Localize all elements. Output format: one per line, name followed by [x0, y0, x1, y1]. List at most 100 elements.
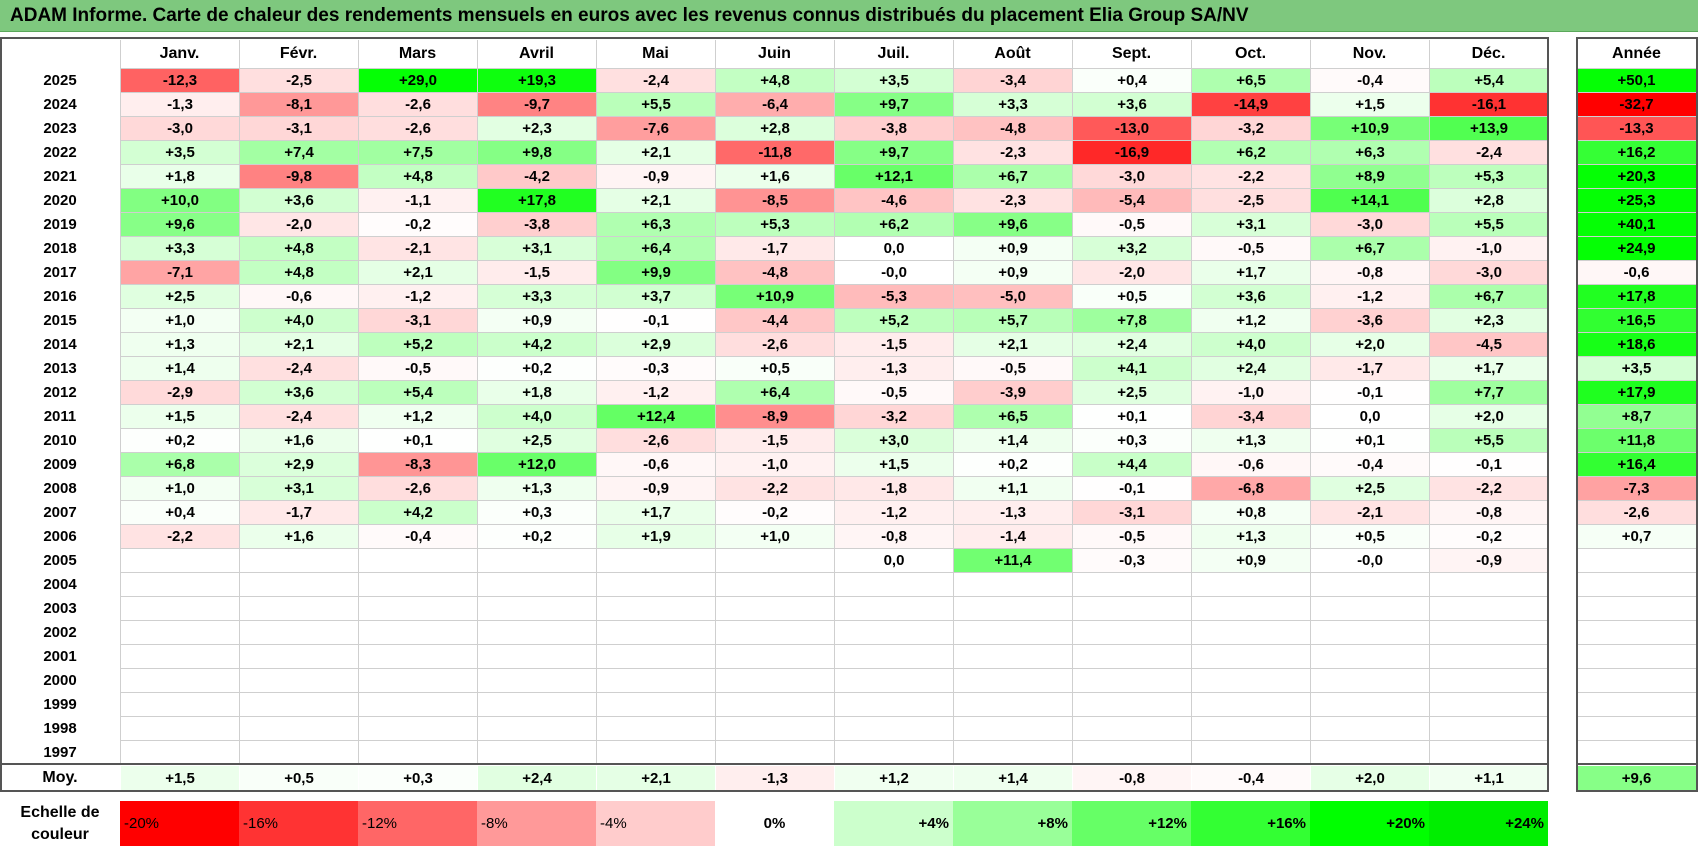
heatmap-cell: +0,9 — [478, 309, 596, 332]
heatmap-cell — [1430, 741, 1548, 764]
heatmap-cell: 0,0 — [835, 237, 953, 260]
grid-line — [1576, 212, 1697, 213]
heatmap-cell: -4,4 — [716, 309, 834, 332]
annual-cell: -2,6 — [1577, 501, 1696, 524]
heatmap-cell — [716, 717, 834, 740]
heatmap-cell — [1192, 573, 1310, 596]
heatmap-cell: -8,3 — [359, 453, 477, 476]
row-year-label: 2024 — [43, 95, 77, 113]
row-year-label: 2004 — [43, 575, 77, 593]
heatmap-cell — [597, 573, 715, 596]
heatmap-cell: +0,5 — [716, 357, 834, 380]
heatmap-cell — [954, 669, 1072, 692]
annual-cell — [1577, 741, 1696, 764]
color-scale-swatch: +20% — [1310, 801, 1429, 846]
heatmap-cell: +2,4 — [1192, 357, 1310, 380]
heatmap-cell: -0,1 — [1073, 477, 1191, 500]
heatmap-cell — [359, 741, 477, 764]
row-year-label: 2020 — [43, 191, 77, 209]
heatmap-cell: +3,0 — [835, 429, 953, 452]
heatmap-cell — [835, 573, 953, 596]
annual-cell — [1577, 717, 1696, 740]
heatmap-cell — [1073, 573, 1191, 596]
heatmap-cell — [121, 741, 239, 764]
grid-line — [1576, 140, 1697, 141]
heatmap-cell: +2,5 — [1311, 477, 1429, 500]
grid-line — [1576, 92, 1697, 93]
heatmap-cell: -1,0 — [716, 453, 834, 476]
row-year-label: 2006 — [43, 527, 77, 545]
heatmap-cell: -1,0 — [1192, 381, 1310, 404]
grid-line — [1576, 716, 1697, 717]
heatmap-cell — [478, 645, 596, 668]
heatmap-cell — [597, 741, 715, 764]
heatmap-cell: -0,0 — [1311, 549, 1429, 572]
heatmap-cell: +0,2 — [121, 429, 239, 452]
heatmap-cell: -1,8 — [835, 477, 953, 500]
heatmap-cell: +1,6 — [240, 429, 358, 452]
heatmap-cell — [716, 669, 834, 692]
heatmap-cell — [1311, 693, 1429, 716]
heatmap-cell: +3,5 — [835, 69, 953, 92]
heatmap-cell: +12,1 — [835, 165, 953, 188]
grid-line — [1576, 452, 1697, 453]
heatmap-cell: +29,0 — [359, 69, 477, 92]
heatmap-cell: +6,2 — [835, 213, 953, 236]
heatmap-cell — [716, 645, 834, 668]
heatmap-cell: -0,5 — [954, 357, 1072, 380]
grid-line — [1072, 40, 1073, 764]
average-cell: +2,1 — [597, 766, 715, 790]
heatmap-cell — [1311, 597, 1429, 620]
grid-line — [1576, 356, 1697, 357]
heatmap-cell: +4,8 — [359, 165, 477, 188]
heatmap-cell: -16,9 — [1073, 141, 1191, 164]
heatmap-cell — [478, 669, 596, 692]
heatmap-cell — [1430, 573, 1548, 596]
heatmap-cell: -1,7 — [240, 501, 358, 524]
heatmap-cell: +5,3 — [1430, 165, 1548, 188]
grid-line — [1576, 764, 1697, 765]
heatmap-cell — [1311, 573, 1429, 596]
heatmap-cell: +2,1 — [954, 333, 1072, 356]
heatmap-cell — [121, 549, 239, 572]
row-year-label: 2002 — [43, 623, 77, 641]
heatmap-cell: +0,4 — [1073, 69, 1191, 92]
heatmap-cell: +4,2 — [478, 333, 596, 356]
heatmap-cell: -3,0 — [121, 117, 239, 140]
heatmap-cell — [1073, 621, 1191, 644]
heatmap-cell: +1,2 — [359, 405, 477, 428]
grid-line — [1576, 500, 1697, 501]
grid-line — [1576, 308, 1697, 309]
heatmap-cell: +9,9 — [597, 261, 715, 284]
grid-line — [1576, 380, 1697, 381]
heatmap-cell: +0,9 — [954, 261, 1072, 284]
heatmap-cell: +6,7 — [1311, 237, 1429, 260]
annual-cell: +20,3 — [1577, 165, 1696, 188]
heatmap-cell: +0,4 — [121, 501, 239, 524]
heatmap-cell: -0,9 — [1430, 549, 1548, 572]
color-scale-swatch: -8% — [477, 801, 596, 846]
heatmap-cell — [359, 597, 477, 620]
annual-cell: -7,3 — [1577, 477, 1696, 500]
grid-line — [1191, 40, 1192, 764]
heatmap-cell: -0,9 — [597, 165, 715, 188]
heatmap-cell: -0,4 — [1311, 453, 1429, 476]
heatmap-cell: -4,5 — [1430, 333, 1548, 356]
annual-cell: +16,5 — [1577, 309, 1696, 332]
heatmap-cell: -2,5 — [1192, 189, 1310, 212]
row-year-label: 2023 — [43, 119, 77, 137]
heatmap-cell — [835, 669, 953, 692]
heatmap-cell: +4,0 — [240, 309, 358, 332]
grid-line — [477, 40, 478, 764]
heatmap-cell: +3,1 — [1192, 213, 1310, 236]
heatmap-cell: +3,6 — [240, 381, 358, 404]
heatmap-cell: +2,8 — [716, 117, 834, 140]
average-cell: -1,3 — [716, 766, 834, 790]
heatmap-cell: +2,1 — [597, 189, 715, 212]
heatmap-cell: -12,3 — [121, 69, 239, 92]
heatmap-cell — [1311, 645, 1429, 668]
heatmap-cell: +0,2 — [478, 525, 596, 548]
heatmap-cell: -1,1 — [359, 189, 477, 212]
heatmap-cell: -1,5 — [478, 261, 596, 284]
heatmap-cell: +12,4 — [597, 405, 715, 428]
